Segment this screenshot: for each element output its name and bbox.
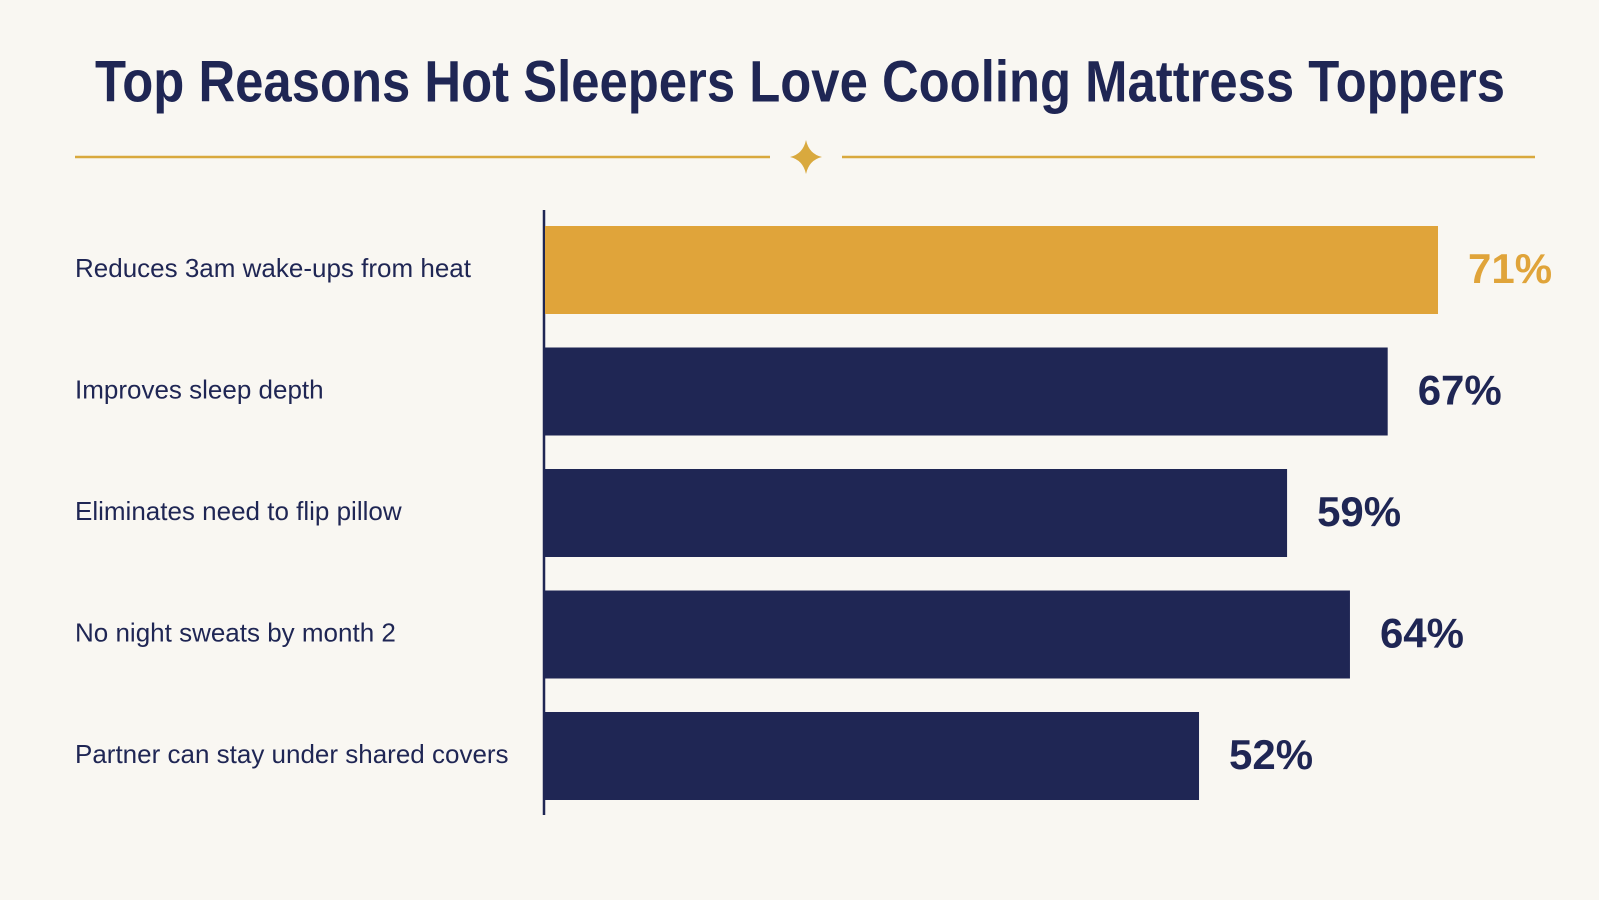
bar xyxy=(545,712,1200,800)
value-label: 71% xyxy=(1468,245,1552,292)
chart-title: Top Reasons Hot Sleepers Love Cooling Ma… xyxy=(95,49,1505,114)
value-label: 64% xyxy=(1380,610,1464,657)
category-label: Improves sleep depth xyxy=(75,374,324,404)
bar xyxy=(545,226,1438,314)
category-label: Reduces 3am wake-ups from heat xyxy=(75,253,472,283)
value-label: 59% xyxy=(1317,488,1401,535)
bar xyxy=(545,590,1350,679)
value-label: 67% xyxy=(1418,367,1502,414)
bar xyxy=(545,347,1388,436)
category-label: No night sweats by month 2 xyxy=(75,617,396,647)
category-label: Eliminates need to flip pillow xyxy=(75,496,402,526)
category-label: Partner can stay under shared covers xyxy=(75,739,509,769)
value-label: 52% xyxy=(1229,731,1313,778)
bar xyxy=(545,469,1288,557)
divider-star xyxy=(790,140,822,174)
